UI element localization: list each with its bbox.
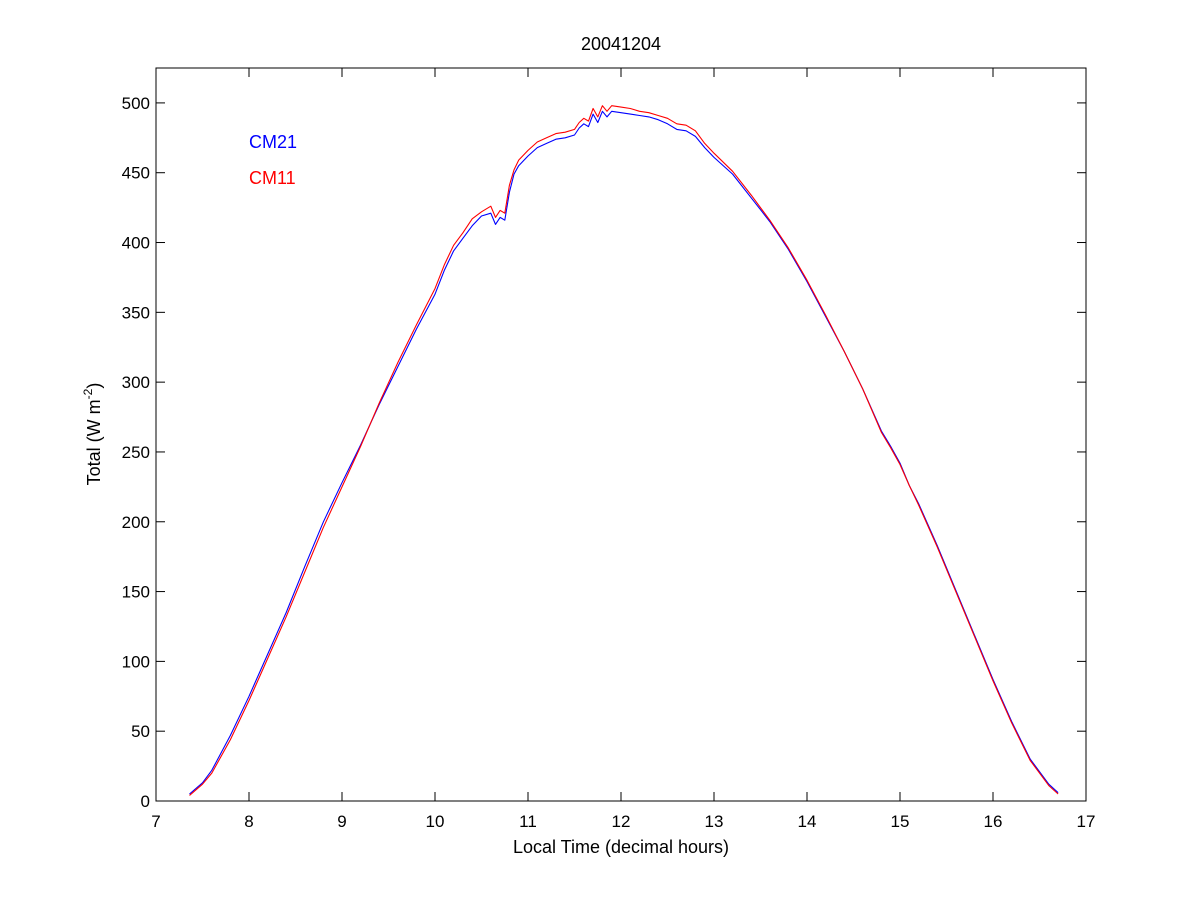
x-tick-label: 15 xyxy=(891,812,910,831)
legend-entry-cm21: CM21 xyxy=(249,132,297,152)
x-tick-label: 14 xyxy=(798,812,817,831)
y-tick-label: 50 xyxy=(131,722,150,741)
y-axis-label-superscript: -2 xyxy=(81,388,95,399)
x-axis: 7 8 9 10 11 12 13 14 15 16 17 xyxy=(151,68,1095,831)
y-tick-label: 200 xyxy=(122,513,150,532)
y-tick-label: 250 xyxy=(122,443,150,462)
y-axis-label-end: ) xyxy=(84,383,104,389)
y-tick-label: 100 xyxy=(122,652,150,671)
y-tick-label: 350 xyxy=(122,303,150,322)
series-line-cm11 xyxy=(189,105,1059,796)
x-tick-label: 16 xyxy=(984,812,1003,831)
y-axis-label-main: Total (W m xyxy=(84,399,104,485)
legend-entry-cm11: CM11 xyxy=(249,168,296,188)
y-tick-label: 300 xyxy=(122,373,150,392)
plot-area xyxy=(155,67,1087,802)
y-axis: 0 50 100 150 200 250 300 350 400 450 500 xyxy=(122,94,1086,811)
y-tick-label: 400 xyxy=(122,234,150,253)
series-layer xyxy=(189,105,1059,796)
y-tick-label: 500 xyxy=(122,94,150,113)
legend: CM21 CM11 xyxy=(249,132,297,188)
x-axis-label: Local Time (decimal hours) xyxy=(513,837,729,857)
x-tick-label: 9 xyxy=(337,812,346,831)
x-tick-label: 12 xyxy=(612,812,631,831)
x-tick-label: 7 xyxy=(151,812,160,831)
series-line-cm21 xyxy=(189,110,1059,795)
x-tick-label: 10 xyxy=(426,812,445,831)
y-tick-label: 450 xyxy=(122,164,150,183)
x-tick-label: 8 xyxy=(244,812,253,831)
y-tick-label: 150 xyxy=(122,583,150,602)
x-tick-label: 13 xyxy=(705,812,724,831)
y-tick-label: 0 xyxy=(141,792,150,811)
chart-title: 20041204 xyxy=(581,34,661,54)
x-tick-label: 11 xyxy=(519,812,537,831)
y-axis-label: Total (W m-2) xyxy=(81,383,104,486)
x-tick-label: 17 xyxy=(1077,812,1096,831)
